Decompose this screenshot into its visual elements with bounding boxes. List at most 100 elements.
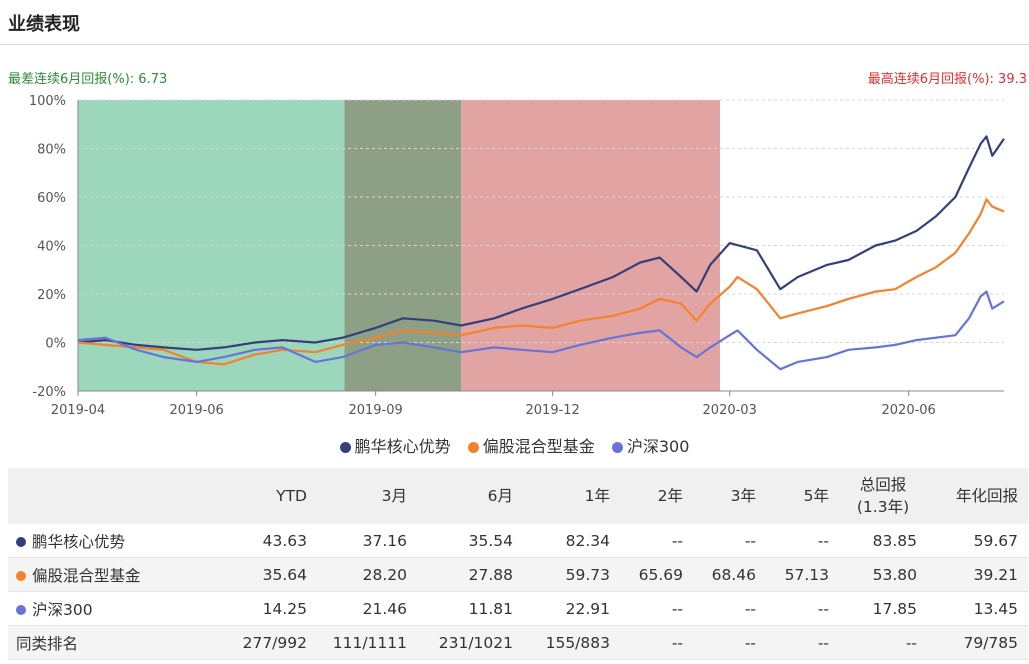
cell-6m: 11.81 xyxy=(417,591,523,626)
row-color-dot xyxy=(16,570,26,581)
legend-swatch-index xyxy=(611,442,623,453)
x-tick-label: 2020-03 xyxy=(703,403,757,418)
row-name: 同类排名 xyxy=(8,625,213,660)
header-3m: 3月 xyxy=(317,468,417,524)
cell-3m: 28.20 xyxy=(317,557,417,592)
table-row: 沪深300 14.25 21.46 11.81 22.91 -- -- -- 17.85 13.4… xyxy=(8,591,1028,626)
cell-3m: 21.46 xyxy=(317,591,417,626)
y-tick-label: 100% xyxy=(29,94,66,109)
series-peer-line xyxy=(77,198,1005,366)
x-tick-label: 2019-06 xyxy=(170,403,224,418)
row-name: 偏股混合型基金 xyxy=(8,557,213,592)
performance-line-chart: 100% 80% 60% 40% 20% 0% -20% 2019-04 2019-06 2019… xyxy=(29,94,1005,418)
y-tick-label: 0% xyxy=(45,337,66,352)
worst-6m-value: 6.73 xyxy=(138,72,168,87)
cell-3y: -- xyxy=(693,625,766,660)
table-row: 同类排名 277/992 111/1111 231/1021 155/883 -- -- --… xyxy=(8,625,1028,660)
header-3y: 3年 xyxy=(693,468,766,524)
header-ytd: YTD xyxy=(213,468,317,524)
legend-item-fund[interactable]: 鹏华核心优势 xyxy=(339,433,451,457)
legend-item-index[interactable]: 沪深300 xyxy=(611,433,690,457)
row-color-dot xyxy=(16,604,26,615)
y-tick-label: 40% xyxy=(37,240,66,255)
cell-ytd: 14.25 xyxy=(213,591,317,626)
header-annualized: 年化回报 xyxy=(927,468,1028,524)
header-name xyxy=(8,468,213,524)
x-tick-label: 2019-09 xyxy=(348,403,402,418)
row-name-label: 鹏华核心优势 xyxy=(32,532,126,551)
header-total-return-period: (1.3年) xyxy=(856,498,910,516)
cell-6m: 35.54 xyxy=(417,524,523,558)
cell-total: 83.85 xyxy=(839,524,927,558)
cell-3m: 37.16 xyxy=(317,524,417,558)
cell-2y: -- xyxy=(620,625,693,660)
table-row: 偏股混合型基金 35.64 28.20 27.88 59.73 65.69 68.46 57.… xyxy=(8,557,1028,592)
title-divider xyxy=(0,44,1029,45)
legend-label-peer: 偏股混合型基金 xyxy=(482,437,595,456)
cell-1y: 59.73 xyxy=(523,557,620,592)
x-tick-label: 2019-12 xyxy=(526,403,580,418)
cell-5y: -- xyxy=(766,524,839,558)
worst-6m-return: 最差连续6月回报(%): 6.73 xyxy=(8,68,167,87)
best-6m-value: 39.3 xyxy=(998,72,1027,87)
row-name: 沪深300 xyxy=(8,591,213,626)
cell-1y: 155/883 xyxy=(523,625,620,660)
performance-table: YTD 3月 6月 1年 2年 3年 5年 总回报 (1.3年) 年化回报 鹏华… xyxy=(8,468,1028,660)
header-total-return-label: 总回报 xyxy=(859,476,907,494)
row-name-label: 同类排名 xyxy=(16,634,79,653)
legend-swatch-fund xyxy=(339,442,351,453)
series-index-line xyxy=(77,290,1005,371)
cell-total: 53.80 xyxy=(839,557,927,592)
series-fund-line xyxy=(77,135,1005,351)
cell-2y: -- xyxy=(620,524,693,558)
legend-label-fund: 鹏华核心优势 xyxy=(354,437,451,456)
cell-annualized: 39.21 xyxy=(927,557,1028,592)
y-tick-label: 20% xyxy=(37,288,66,303)
header-2y: 2年 xyxy=(620,468,693,524)
cell-annualized: 59.67 xyxy=(927,524,1028,558)
cell-2y: -- xyxy=(620,591,693,626)
cell-3m: 111/1111 xyxy=(317,625,417,660)
header-6m: 6月 xyxy=(417,468,523,524)
legend-swatch-peer xyxy=(467,442,479,453)
table-header-row: YTD 3月 6月 1年 2年 3年 5年 总回报 (1.3年) 年化回报 xyxy=(8,468,1028,524)
x-tick-label: 2019-04 xyxy=(51,403,105,418)
header-1y: 1年 xyxy=(523,468,620,524)
worst-6m-label: 最差连续6月回报(%): xyxy=(8,72,135,87)
cell-6m: 27.88 xyxy=(417,557,523,592)
table-row: 鹏华核心优势 43.63 37.16 35.54 82.34 -- -- -- 83.85 59.… xyxy=(8,524,1028,558)
cell-5y: 57.13 xyxy=(766,557,839,592)
cell-1y: 82.34 xyxy=(523,524,620,558)
y-tick-label: 60% xyxy=(37,191,66,206)
cell-3y: -- xyxy=(693,524,766,558)
row-name-label: 偏股混合型基金 xyxy=(32,566,141,585)
cell-5y: -- xyxy=(766,625,839,660)
cell-ytd: 35.64 xyxy=(213,557,317,592)
best-6m-return: 最高连续6月回报(%): 39.3 xyxy=(868,68,1027,87)
y-tick-label: -20% xyxy=(32,385,66,400)
cell-ytd: 277/992 xyxy=(213,625,317,660)
cell-3y: -- xyxy=(693,591,766,626)
best-6m-label: 最高连续6月回报(%): xyxy=(867,72,994,87)
header-total-return: 总回报 (1.3年) xyxy=(839,468,927,524)
cell-6m: 231/1021 xyxy=(417,625,523,660)
row-name: 鹏华核心优势 xyxy=(8,524,213,558)
chart-legend: 鹏华核心优势 偏股混合型基金 沪深300 xyxy=(0,433,1029,457)
section-title: 业绩表现 xyxy=(8,14,80,35)
legend-label-index: 沪深300 xyxy=(626,437,690,456)
header-5y: 5年 xyxy=(766,468,839,524)
legend-item-peer[interactable]: 偏股混合型基金 xyxy=(467,433,595,457)
cell-3y: 68.46 xyxy=(693,557,766,592)
cell-ytd: 43.63 xyxy=(213,524,317,558)
cell-5y: -- xyxy=(766,591,839,626)
cell-annualized: 79/785 xyxy=(927,625,1028,660)
cell-2y: 65.69 xyxy=(620,557,693,592)
cell-annualized: 13.45 xyxy=(927,591,1028,626)
x-tick-label: 2020-06 xyxy=(882,403,936,418)
y-tick-label: 80% xyxy=(37,143,66,158)
cell-1y: 22.91 xyxy=(523,591,620,626)
row-color-dot xyxy=(16,536,26,547)
row-name-label: 沪深300 xyxy=(32,600,93,619)
cell-total: -- xyxy=(839,625,927,660)
